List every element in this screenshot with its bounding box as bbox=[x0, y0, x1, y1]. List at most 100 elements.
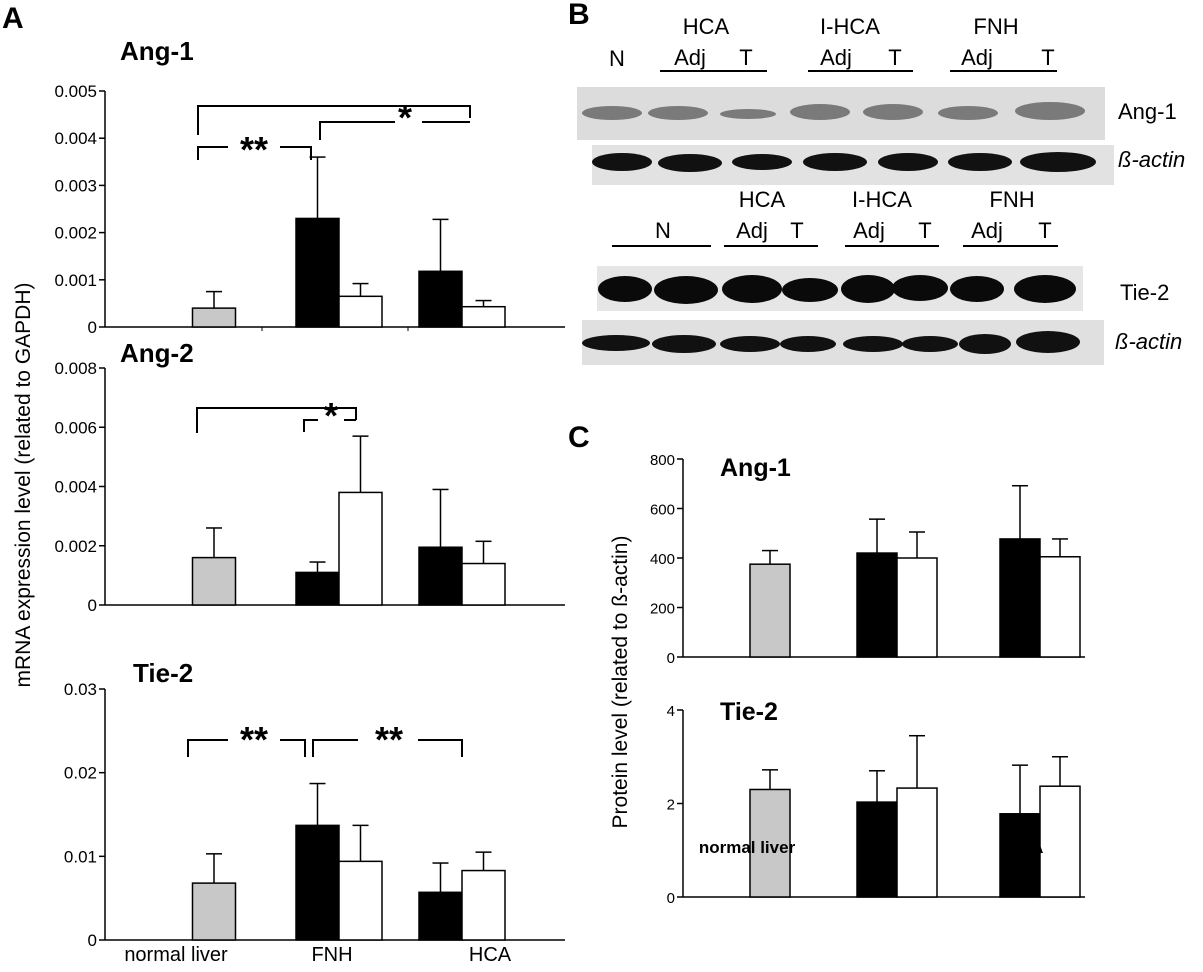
bar-adj-fnh bbox=[295, 217, 340, 328]
bar-normal-normal-liver bbox=[749, 563, 791, 658]
y-tick-label: 0.01 bbox=[64, 847, 97, 866]
bracket-fnh-hca-left bbox=[319, 121, 395, 140]
blot1-bands-ang1 bbox=[582, 102, 1085, 120]
bar-adj-fnh bbox=[295, 824, 340, 941]
chart-title: Ang-1 bbox=[720, 454, 791, 482]
bracket-normal-tumor bbox=[196, 407, 357, 433]
bracket-normal-fnh-right bbox=[280, 146, 312, 160]
blot1-adj-1: Adj bbox=[674, 45, 706, 70]
blot2-group-hca: HCA bbox=[739, 187, 786, 212]
bracket-normal-fnh-right bbox=[280, 739, 306, 757]
category-label-fnh: FNH bbox=[311, 944, 352, 966]
significance-brackets-tie2 bbox=[187, 739, 463, 757]
bar-tumor-hca bbox=[1039, 785, 1081, 898]
blot1-t-3: T bbox=[1041, 45, 1054, 70]
panel-b-letter: B bbox=[568, 0, 590, 31]
bar-normal-normal-liver bbox=[191, 556, 237, 606]
y-tick-label: 0.003 bbox=[54, 176, 97, 195]
y-tick-label: 0.004 bbox=[54, 478, 97, 497]
western-blot-1: N HCA I-HCA FNH Adj T Adj T Adj T bbox=[577, 14, 1185, 185]
bar-adj-hca bbox=[999, 813, 1041, 898]
blot2-adj-3: Adj bbox=[971, 218, 1003, 243]
y-tick-label: 0.006 bbox=[54, 418, 97, 437]
blot1-group-ihca: I-HCA bbox=[820, 14, 880, 39]
blot1-adj-2: Adj bbox=[820, 45, 852, 70]
blot1-adj-3: Adj bbox=[961, 45, 993, 70]
bar-adj-hca bbox=[418, 546, 463, 606]
bar-adj-hca bbox=[418, 891, 463, 941]
blot2-label-tie2: Tie-2 bbox=[1120, 280, 1169, 305]
y-tick-label: 0.02 bbox=[64, 764, 97, 783]
blot1-t-2: T bbox=[888, 45, 901, 70]
blot2-t-3: T bbox=[1038, 218, 1051, 243]
chart-title: Ang-2 bbox=[120, 338, 194, 368]
y-tick-label: 0.005 bbox=[54, 82, 97, 101]
bar-tumor-fnh bbox=[338, 295, 383, 328]
blot2-group-ihca: I-HCA bbox=[852, 187, 912, 212]
blot1-t-1: T bbox=[739, 45, 752, 70]
chart-c-ang1: Ang-1 0 200 400 600 800 bbox=[650, 452, 1085, 667]
bar-adj-hca bbox=[418, 270, 463, 328]
bracket-fnh-hca-left bbox=[312, 739, 358, 757]
blot2-bands-tie2 bbox=[598, 275, 1076, 304]
bar-adj-fnh bbox=[295, 571, 340, 606]
bracket-normal-fnh-left bbox=[187, 739, 228, 757]
panel-c-letter: C bbox=[568, 421, 590, 454]
bar-tumor-fnh bbox=[896, 557, 938, 658]
bar-normal-normal-liver bbox=[191, 882, 237, 941]
bracket-adj-tumor-left bbox=[303, 419, 318, 432]
blot2-adj-2: Adj bbox=[853, 218, 885, 243]
y-tick-label: 600 bbox=[650, 502, 675, 519]
y-tick-label: 400 bbox=[650, 551, 675, 568]
bar-tumor-fnh bbox=[338, 860, 383, 941]
blot2-t-1: T bbox=[790, 218, 803, 243]
significance-star-ang1-1: ** bbox=[240, 129, 268, 170]
bar-tumor-fnh bbox=[896, 787, 938, 898]
chart-c-tie2: Tie-2 0 2 4 bbox=[667, 698, 1085, 907]
chart-a-ang2: Ang-2 0 0.002 0.004 0.006 0.008 bbox=[54, 338, 565, 615]
significance-star-tie2-1: ** bbox=[240, 719, 268, 760]
bar-tumor-hca bbox=[1039, 556, 1081, 658]
y-tick-label: 0.002 bbox=[54, 224, 97, 243]
y-tick-label: 0.001 bbox=[54, 271, 97, 290]
bracket-normal-fnh-left bbox=[197, 146, 228, 160]
blot2-t-2: T bbox=[918, 218, 931, 243]
bar-normal-normal-liver bbox=[191, 307, 237, 328]
y-tick-label: 4 bbox=[667, 703, 675, 720]
bracket-normal-hca bbox=[197, 105, 471, 135]
significance-star-ang1-2: * bbox=[398, 97, 412, 138]
y-tick-label: 0.008 bbox=[54, 359, 97, 378]
y-tick-label: 800 bbox=[650, 452, 675, 469]
blot1-group-fnh: FNH bbox=[973, 14, 1018, 39]
bar-adj-fnh bbox=[856, 552, 898, 658]
blot1-bands-actin bbox=[592, 152, 1096, 172]
y-tick-label: 0 bbox=[88, 596, 97, 615]
significance-star-ang2: * bbox=[324, 395, 338, 436]
blot2-adj-1: Adj bbox=[736, 218, 768, 243]
category-label-normal-liver-c: normal liver bbox=[699, 838, 796, 857]
blot1-label-ang1: Ang-1 bbox=[1118, 99, 1177, 124]
blot1-group-hca: HCA bbox=[683, 14, 730, 39]
category-label-normal-liver: normal liver bbox=[124, 944, 228, 966]
y-tick-label: 2 bbox=[667, 797, 675, 814]
bar-tumor-hca bbox=[461, 869, 506, 941]
y-tick-label: 0.004 bbox=[54, 129, 97, 148]
y-tick-label: 0 bbox=[667, 650, 675, 667]
y-tick-label: 200 bbox=[650, 601, 675, 618]
significance-star-tie2-2: ** bbox=[375, 719, 403, 760]
chart-a-ang1: Ang-1 0 0.001 0.002 0.003 0.004 0.005 bbox=[54, 36, 565, 337]
category-label-fnh-c: FNH bbox=[860, 838, 895, 857]
western-blot-2: N HCA I-HCA FNH Adj T Adj T Adj T bbox=[582, 187, 1182, 365]
significance-brackets-ang2 bbox=[196, 407, 357, 433]
category-label-hca-c: HCA bbox=[1007, 838, 1044, 857]
blot1-lane-n: N bbox=[609, 46, 625, 71]
bar-tumor-fnh bbox=[338, 491, 383, 606]
chart-title: Tie-2 bbox=[720, 698, 778, 726]
bar-tumor-hca bbox=[461, 305, 506, 328]
panel-c-ylabel: Protein level (related to ß-actin) bbox=[609, 536, 632, 829]
bar-adj-fnh bbox=[856, 801, 898, 898]
blot2-group-fnh: FNH bbox=[989, 187, 1034, 212]
blot2-label-actin: ß-actin bbox=[1115, 329, 1182, 354]
blot2-bands-actin bbox=[582, 331, 1080, 354]
